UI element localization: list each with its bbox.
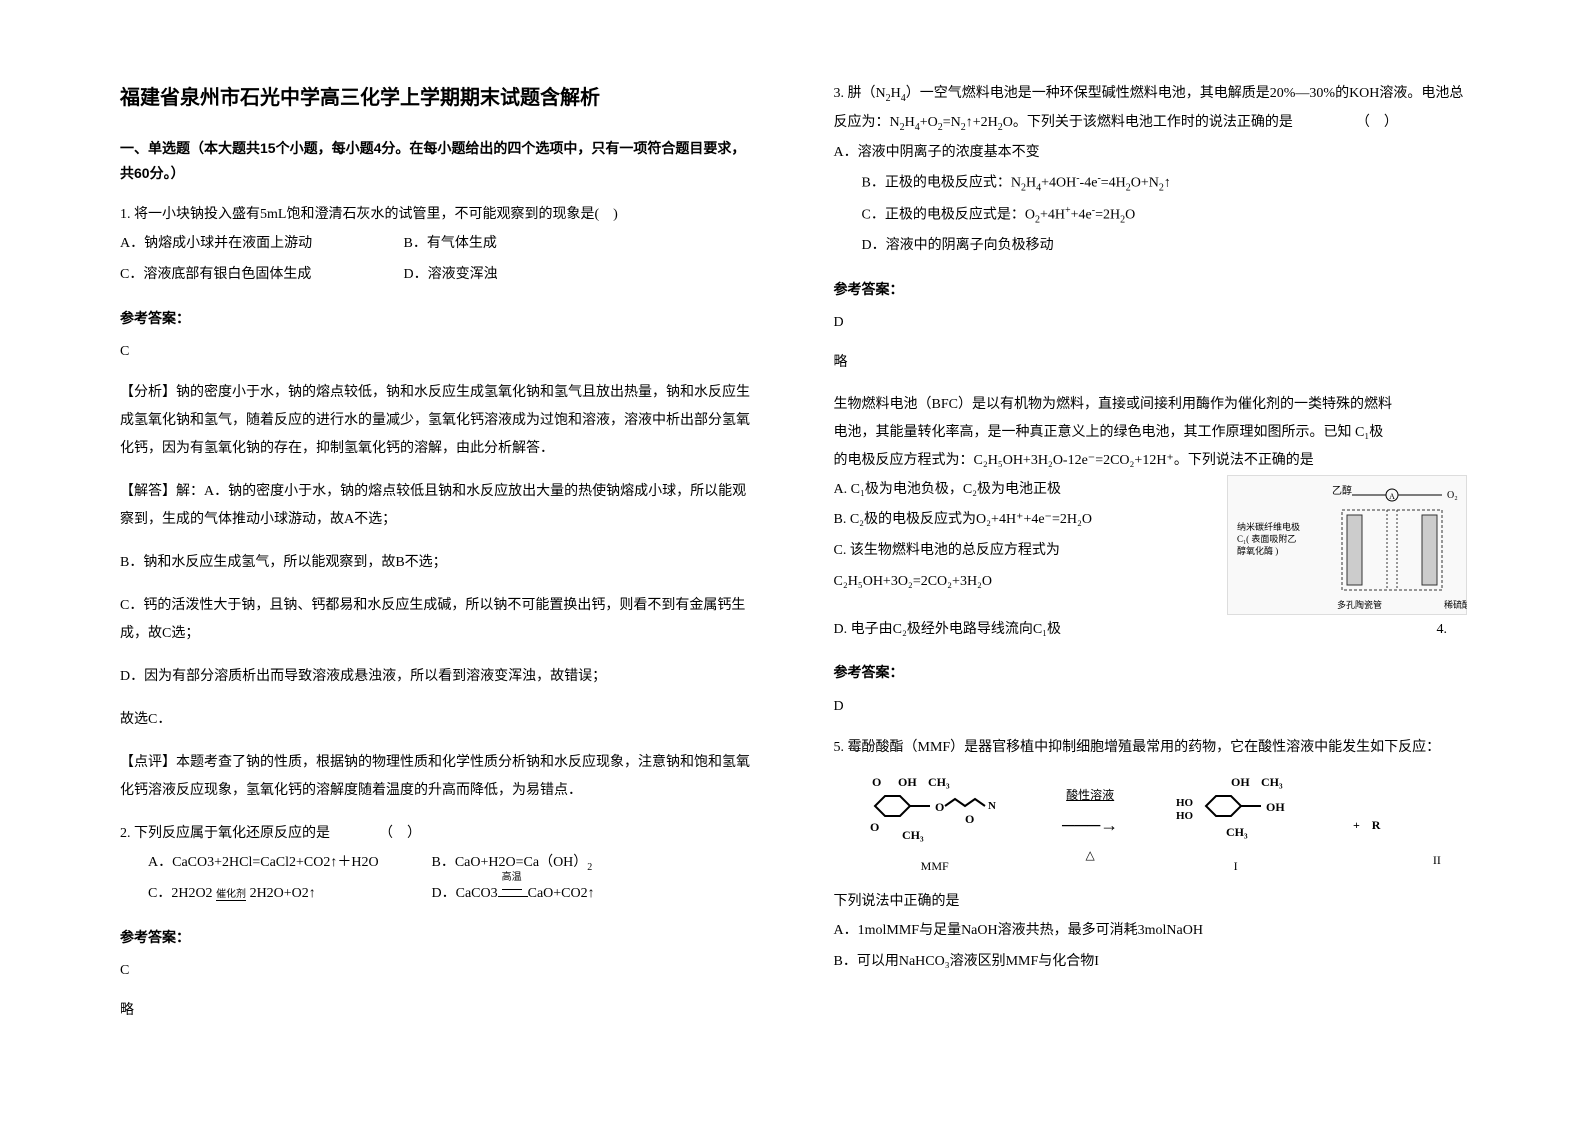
q1-answer-label: 参考答案： bbox=[120, 306, 754, 331]
q4-optA: A. C₁极为电池负极，C₂极为电池正极 bbox=[834, 475, 1182, 506]
diag-acid: 稀硫酸 bbox=[1444, 599, 1467, 610]
q4-answer-label: 参考答案： bbox=[834, 660, 1468, 685]
q5-optA: A．1molMMF与足量NaOH溶液共热，最多可消耗3molNaOH bbox=[834, 916, 1468, 947]
plus-r: + R bbox=[1353, 813, 1381, 837]
compound-i-label: I bbox=[1171, 854, 1301, 878]
q4-number: 4. bbox=[1437, 615, 1448, 646]
q2-answer: C bbox=[120, 958, 754, 983]
question-5: 5. 霉酚酸酯（MMF）是器官移植中抑制细胞增殖最常用的药物，它在酸性溶液中能发… bbox=[834, 734, 1468, 978]
mmf-label: MMF bbox=[860, 854, 1010, 878]
svg-text:CH₃: CH₃ bbox=[928, 775, 950, 789]
q5-stem: 5. 霉酚酸酯（MMF）是器官移植中抑制细胞增殖最常用的药物，它在酸性溶液中能发… bbox=[834, 734, 1468, 762]
q4-optC: C. 该生物燃料电池的总反应方程式为 bbox=[834, 536, 1182, 567]
bfc-diagram: A 乙醇 O₂ 纳米碳纤维电极 C₁( 表面吸附乙 醇氧化酶 ) 多孔陶瓷管 稀… bbox=[1227, 475, 1467, 615]
svg-text:N: N bbox=[988, 800, 996, 812]
section-header: 一、单选题（本大题共15个小题，每小题4分。在每小题给出的四个选项中，只有一项符… bbox=[120, 136, 754, 186]
q1-optD: D．溶液变浑浊 bbox=[404, 267, 498, 282]
q1-optA: A．钠熔成小球并在液面上游动 bbox=[120, 229, 400, 260]
q2-optA: A．CaCO3+2HCl=CaCl2+CO2↑＋H2O bbox=[148, 848, 428, 879]
page-title: 福建省泉州市石光中学高三化学上学期期末试题含解析 bbox=[120, 80, 754, 116]
right-column: 3. 肼（N2H4）一空气燃料电池是一种环保型碱性燃料电池，其电解质是20%—3… bbox=[794, 80, 1488, 1082]
svg-text:HO: HO bbox=[1176, 810, 1194, 822]
question-2: 2. 下列反应属于氧化还原反应的是 （ ） A．CaCO3+2HCl=CaCl2… bbox=[120, 820, 754, 910]
svg-text:纳米碳纤维电极: 纳米碳纤维电极 bbox=[1237, 521, 1300, 532]
q1-analysis1: 【分析】钠的密度小于水，钠的熔点较低，钠和水反应生成氢氧化钠和氢气且放出热量，钠… bbox=[120, 379, 754, 463]
q3-optB: B．正极的电极反应式：N2H4+4OH--4e-=4H2O+N2↑ bbox=[834, 168, 1468, 199]
q4-optB: B. C₂极的电极反应式为O₂+4H⁺+4e⁻=2H₂O bbox=[834, 505, 1182, 536]
q1-optC: C．溶液底部有银白色固体生成 bbox=[120, 260, 400, 291]
question-4: 生物燃料电池（BFC）是以有机物为燃料，直接或间接利用酶作为催化剂的一类特殊的燃… bbox=[834, 391, 1468, 646]
q1-analysis5: D．因为有部分溶质析出而导致溶液成悬浊液，所以看到溶液变浑浊，故错误； bbox=[120, 663, 754, 691]
q1-analysis2: 【解答】解：A．钠的密度小于水，钠的熔点较低且钠和水反应放出大量的热使钠熔成小球… bbox=[120, 478, 754, 534]
q3-note: 略 bbox=[834, 350, 1468, 375]
q4-stem1: 生物燃料电池（BFC）是以有机物为燃料，直接或间接利用酶作为催化剂的一类特殊的燃… bbox=[834, 391, 1468, 419]
svg-text:OH: OH bbox=[1266, 800, 1285, 814]
svg-text:HO: HO bbox=[1176, 797, 1194, 809]
q2-answer-label: 参考答案： bbox=[120, 925, 754, 950]
mmf-reaction-diagram: O OH CH₃ O O CH₃ N O MMF 酸性溶液 ───→ △ bbox=[834, 770, 1468, 880]
svg-text:CH₃: CH₃ bbox=[1261, 775, 1283, 789]
q2-stem: 2. 下列反应属于氧化还原反应的是 （ ） bbox=[120, 820, 754, 848]
svg-text:O: O bbox=[870, 820, 879, 834]
q4-answer: D bbox=[834, 694, 1468, 719]
arrow-condition-bot: △ bbox=[1062, 843, 1118, 867]
q4-optC-eq: C₂H₅OH+3O₂=2CO₂+3H₂O bbox=[834, 567, 1182, 598]
compound-ii-label: II bbox=[1433, 848, 1441, 872]
q1-analysis4: C．钙的活泼性大于钠，且钠、钙都易和水反应生成碱，所以钠不可能置换出钙，则看不到… bbox=[120, 592, 754, 648]
q1-stem: 1. 将一小块钠投入盛有5mL饱和澄清石灰水的试管里，不可能观察到的现象是( ) bbox=[120, 201, 754, 229]
q1-analysis6: 故选C． bbox=[120, 706, 754, 734]
q3-answer-label: 参考答案： bbox=[834, 277, 1468, 302]
q3-answer: D bbox=[834, 310, 1468, 335]
q3-optD: D．溶液中的阴离子向负极移动 bbox=[834, 231, 1468, 262]
q3-stem: 3. 肼（N2H4）一空气燃料电池是一种环保型碱性燃料电池，其电解质是20%—3… bbox=[834, 80, 1468, 138]
q3-optC: C．正极的电极反应式是：O2+4H++4e-=2H2O bbox=[834, 200, 1468, 231]
arrow-condition-top: 酸性溶液 bbox=[1062, 783, 1118, 807]
q3-optA: A．溶液中阴离子的浓度基本不变 bbox=[834, 138, 1468, 169]
svg-text:OH: OH bbox=[898, 775, 917, 789]
question-1: 1. 将一小块钠投入盛有5mL饱和澄清石灰水的试管里，不可能观察到的现象是( )… bbox=[120, 201, 754, 291]
svg-text:O: O bbox=[965, 812, 974, 826]
diag-porous: 多孔陶瓷管 bbox=[1337, 599, 1382, 610]
q4-stem3: 的电极反应方程式为：C₂H₅OH+3H₂O-12e⁻=2CO₂+12H⁺。下列说… bbox=[834, 447, 1468, 475]
q1-analysis3: B．钠和水反应生成氢气，所以能观察到，故B不选； bbox=[120, 549, 754, 577]
diag-ethanol: 乙醇 bbox=[1332, 484, 1352, 497]
q2-optD: D．CaCO3高温CaO+CO2↑ bbox=[432, 886, 595, 901]
q2-note: 略 bbox=[120, 998, 754, 1023]
svg-text:A: A bbox=[1389, 492, 1395, 501]
q4-stem2: 电池，其能量转化率高，是一种真正意义上的绿色电池，其工作原理如图所示。已知 C₁… bbox=[834, 419, 1468, 447]
q1-optB: B．有气体生成 bbox=[404, 236, 497, 251]
diag-o2: O₂ bbox=[1447, 490, 1458, 501]
q5-optB: B．可以用NaHCO₃溶液区别MMF与化合物I bbox=[834, 947, 1468, 978]
left-column: 福建省泉州市石光中学高三化学上学期期末试题含解析 一、单选题（本大题共15个小题… bbox=[100, 80, 794, 1082]
svg-text:OH: OH bbox=[1231, 775, 1250, 789]
svg-text:O: O bbox=[872, 775, 881, 789]
q5-tail: 下列说法中正确的是 bbox=[834, 888, 1468, 916]
svg-text:C₁( 表面吸附乙: C₁( 表面吸附乙 bbox=[1237, 533, 1296, 544]
svg-text:CH₃: CH₃ bbox=[902, 828, 924, 842]
svg-text:醇氧化酶 ): 醇氧化酶 ) bbox=[1237, 545, 1278, 556]
question-3: 3. 肼（N2H4）一空气燃料电池是一种环保型碱性燃料电池，其电解质是20%—3… bbox=[834, 80, 1468, 262]
svg-text:O: O bbox=[935, 800, 944, 814]
svg-text:CH₃: CH₃ bbox=[1226, 825, 1248, 839]
q2-optC: C．2H2O2 催化剂 2H2O+O2↑ bbox=[148, 879, 428, 910]
q1-answer: C bbox=[120, 339, 754, 364]
q1-analysis7: 【点评】本题考查了钠的性质，根据钠的物理性质和化学性质分析钠和水反应现象，注意钠… bbox=[120, 749, 754, 805]
